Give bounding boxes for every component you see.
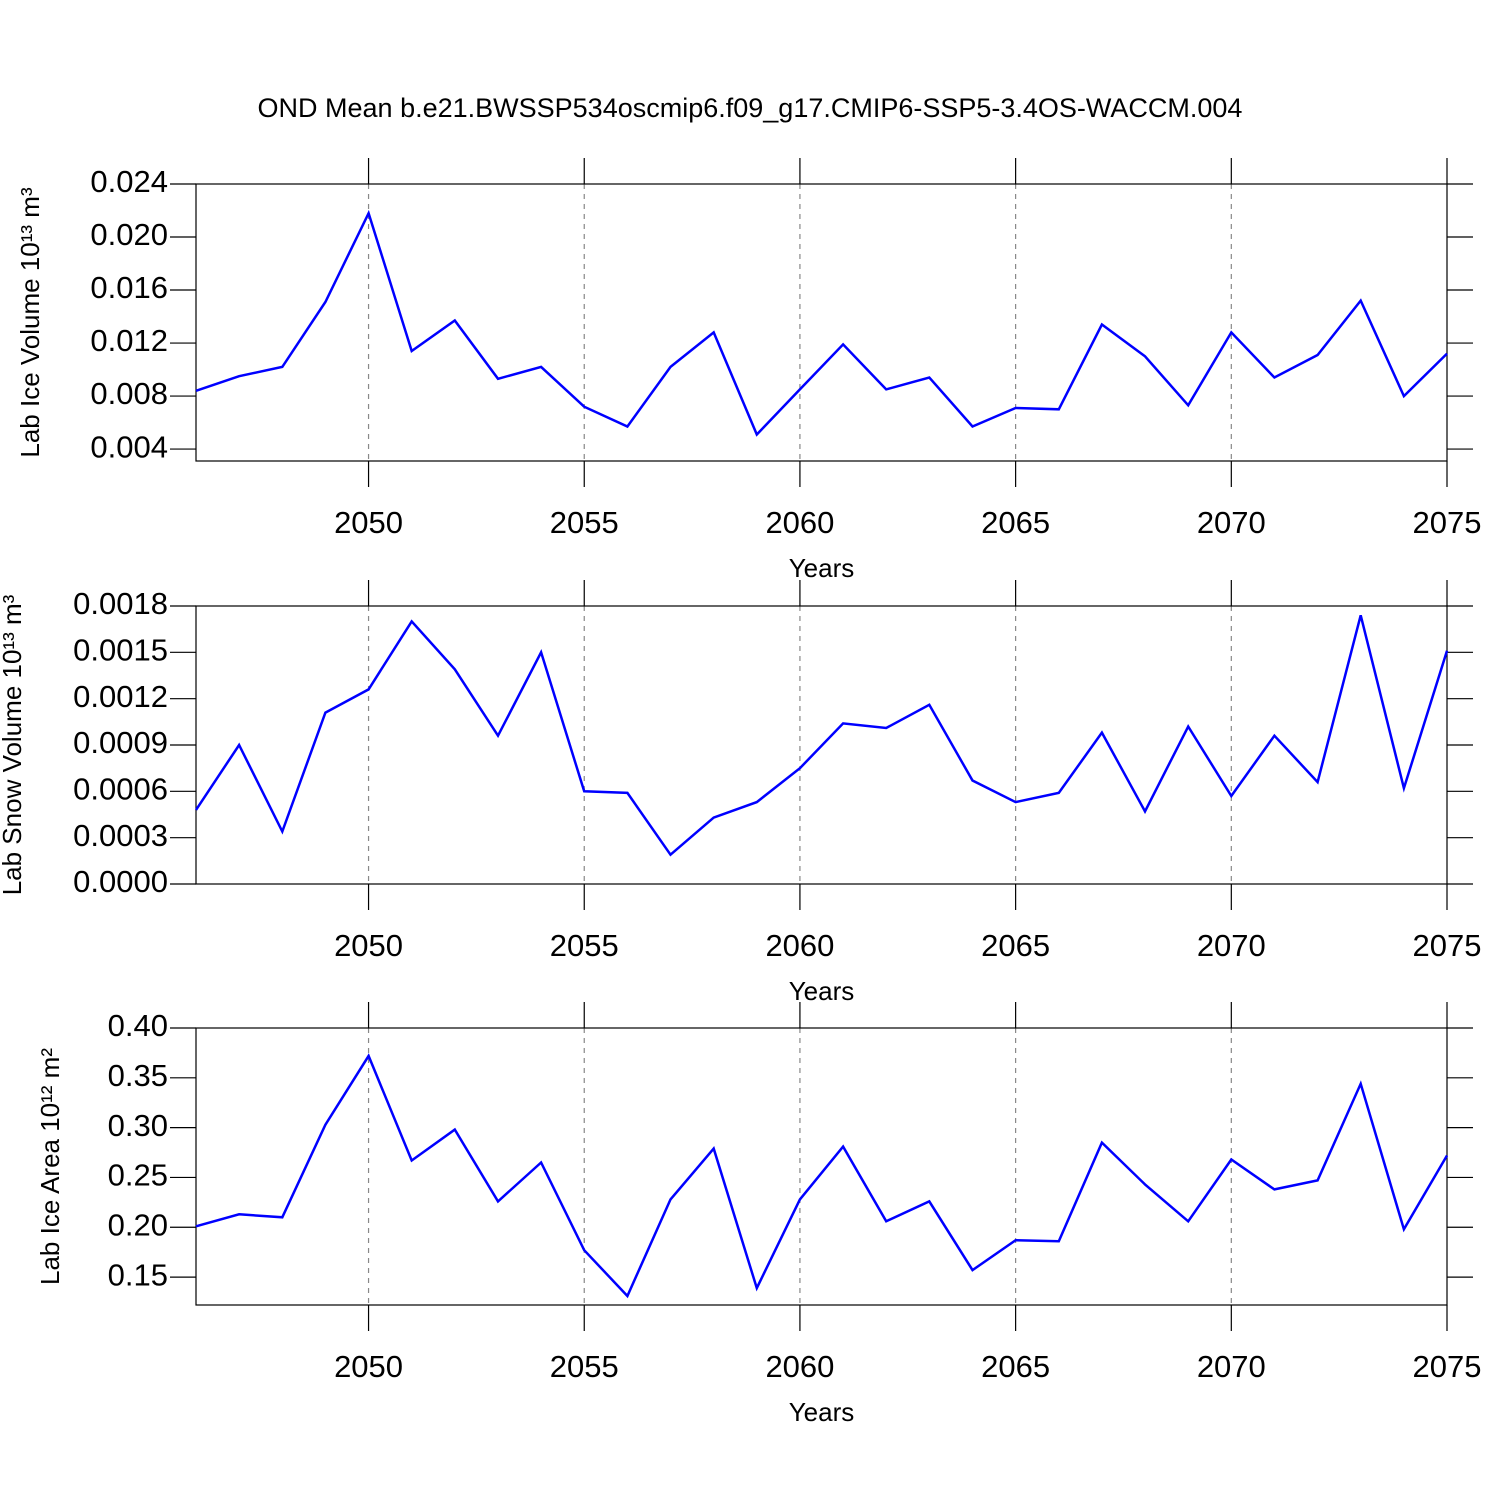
x-tick-label: 2060 bbox=[765, 928, 834, 963]
x-axis-label: Years bbox=[789, 1397, 855, 1427]
y-tick-label: 0.0000 bbox=[73, 864, 168, 899]
x-tick-label: 2070 bbox=[1197, 928, 1266, 963]
y-tick-label: 0.0006 bbox=[73, 772, 168, 807]
x-tick-label: 2070 bbox=[1197, 1349, 1266, 1384]
x-tick-label: 2055 bbox=[550, 505, 619, 540]
y-tick-label: 0.20 bbox=[108, 1207, 168, 1242]
x-axis-label: Years bbox=[789, 553, 855, 583]
y-tick-label: 0.30 bbox=[108, 1108, 168, 1143]
y-tick-label: 0.40 bbox=[108, 1008, 168, 1043]
plot-frame bbox=[195, 1027, 1448, 1306]
y-tick-label: 0.016 bbox=[90, 270, 168, 305]
x-tick-label: 2055 bbox=[550, 1349, 619, 1384]
y-tick-label: 0.15 bbox=[108, 1257, 168, 1292]
y-axis-label: Lab Snow Volume 10¹³ m³ bbox=[0, 594, 27, 895]
x-tick-label: 2065 bbox=[981, 928, 1050, 963]
x-tick-label: 2065 bbox=[981, 1349, 1050, 1384]
y-tick-label: 0.25 bbox=[108, 1158, 168, 1193]
y-tick-label: 0.008 bbox=[90, 376, 168, 411]
x-tick-label: 2075 bbox=[1413, 505, 1482, 540]
x-tick-label: 2060 bbox=[765, 1349, 834, 1384]
y-tick-label: 0.35 bbox=[108, 1058, 168, 1093]
plot-frame bbox=[195, 183, 1448, 462]
plot-frame bbox=[195, 605, 1448, 885]
x-axis-label: Years bbox=[789, 976, 855, 1006]
data-line bbox=[195, 209, 1448, 437]
x-tick-label: 2070 bbox=[1197, 505, 1266, 540]
y-axis-label: Lab Ice Volume 10¹³ m³ bbox=[15, 187, 45, 458]
y-tick-label: 0.0003 bbox=[73, 818, 168, 853]
data-line bbox=[194, 614, 1449, 857]
y-tick-label: 0.0018 bbox=[73, 586, 168, 621]
y-tick-label: 0.0009 bbox=[73, 725, 168, 760]
x-tick-label: 2055 bbox=[550, 928, 619, 963]
x-tick-label: 2050 bbox=[334, 928, 403, 963]
x-tick-label: 2060 bbox=[765, 505, 834, 540]
y-tick-label: 0.020 bbox=[90, 217, 168, 252]
chart-title: OND Mean b.e21.BWSSP534oscmip6.f09_g17.C… bbox=[258, 93, 1243, 123]
x-tick-label: 2065 bbox=[981, 505, 1050, 540]
x-tick-label: 2075 bbox=[1413, 928, 1482, 963]
x-tick-label: 2050 bbox=[334, 1349, 403, 1384]
data-line bbox=[195, 1053, 1449, 1299]
y-tick-label: 0.0012 bbox=[73, 679, 168, 714]
y-tick-label: 0.024 bbox=[90, 164, 168, 199]
y-tick-label: 0.004 bbox=[90, 429, 168, 464]
x-tick-label: 2050 bbox=[334, 505, 403, 540]
x-tick-label: 2075 bbox=[1413, 1349, 1482, 1384]
y-axis-label: Lab Ice Area 10¹² m² bbox=[35, 1048, 65, 1285]
y-tick-label: 0.0015 bbox=[73, 633, 168, 668]
y-tick-label: 0.012 bbox=[90, 323, 168, 358]
